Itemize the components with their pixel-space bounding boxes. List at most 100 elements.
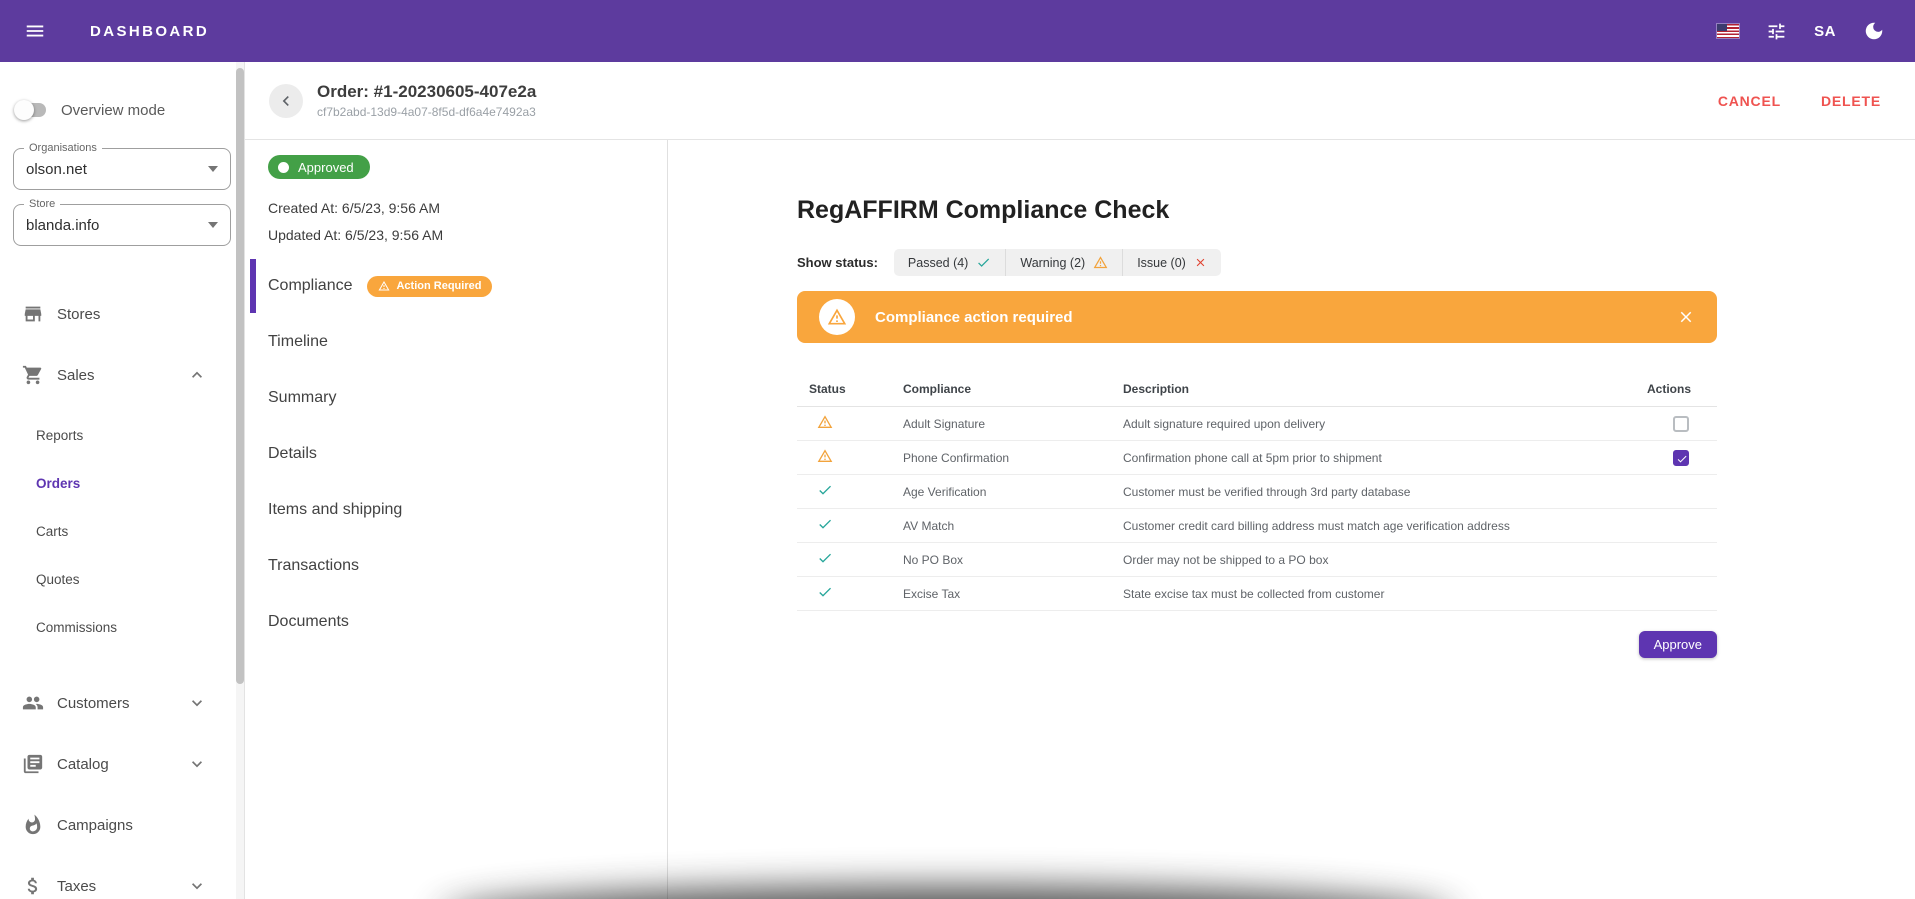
sidebar-item-taxes[interactable]: Taxes — [0, 858, 244, 899]
main-area: Order: #1-20230605-407e2a cf7b2abd-13d9-… — [245, 62, 1915, 899]
column-header-compliance: Compliance — [903, 376, 1123, 407]
store-select-value: blanda.info — [26, 216, 100, 234]
campaigns-icon — [25, 814, 41, 835]
compliance-description: Customer must be verified through 3rd pa… — [1123, 474, 1625, 509]
sidebar-item-label: Stores — [57, 305, 101, 323]
order-tabs: Compliance Action Required Timeline Summ… — [245, 258, 667, 650]
action-checkbox-checked[interactable] — [1673, 449, 1689, 466]
back-button[interactable] — [269, 83, 303, 118]
sidebar-item-carts[interactable]: Carts — [36, 523, 69, 539]
tab-summary[interactable]: Summary — [268, 389, 337, 406]
chevron-down-icon — [192, 700, 202, 707]
tab-transactions[interactable]: Transactions — [268, 557, 359, 574]
sales-subnav: Reports Orders Carts Quotes Commissions — [0, 411, 244, 651]
sidebar: Overview mode Organisations olson.net St… — [0, 62, 245, 899]
close-icon[interactable] — [1677, 308, 1695, 326]
sidebar-item-catalog[interactable]: Catalog — [0, 736, 244, 792]
check-icon — [819, 485, 831, 495]
user-menu-button[interactable]: SA — [1814, 22, 1836, 40]
status-badge-label: Approved — [298, 159, 354, 175]
sidebar-item-label: Sales — [57, 366, 95, 384]
compliance-title: RegAFFIRM Compliance Check — [797, 196, 1170, 224]
compliance-name: Phone Confirmation — [903, 440, 1123, 475]
alert-message: Compliance action required — [875, 308, 1073, 326]
compliance-alert: Compliance action required — [797, 291, 1717, 343]
sidebar-item-campaigns[interactable]: Campaigns — [0, 797, 244, 853]
filter-passed[interactable]: Passed (4) — [894, 249, 1005, 276]
sidebar-item-sales[interactable]: Sales — [0, 347, 244, 403]
status-badge: Approved — [268, 155, 370, 179]
overview-mode-label: Overview mode — [61, 101, 166, 119]
compliance-description: State excise tax must be collected from … — [1123, 576, 1625, 611]
order-panel: Approved Created At: 6/5/23, 9:56 AM Upd… — [245, 140, 668, 899]
table-row: Adult Signature Adult signature required… — [797, 406, 1717, 441]
cart-icon — [22, 365, 42, 385]
cancel-button[interactable]: CANCEL — [1717, 92, 1781, 109]
store-select[interactable]: Store blanda.info — [13, 198, 231, 246]
catalog-icon — [23, 754, 43, 774]
compliance-description: Confirmation phone call at 5pm prior to … — [1123, 440, 1625, 475]
us-flag-icon — [1717, 24, 1740, 38]
tab-compliance[interactable]: Compliance Action Required — [245, 258, 667, 314]
warning-triangle-icon — [378, 281, 390, 291]
chevron-down-icon — [208, 166, 218, 172]
sidebar-item-orders[interactable]: Orders — [36, 475, 81, 491]
filter-passed-label: Passed (4) — [907, 255, 969, 270]
tab-details[interactable]: Details — [268, 445, 317, 462]
status-dot-icon — [278, 161, 289, 173]
approve-button[interactable]: Approve — [1638, 631, 1717, 658]
customers-icon — [22, 696, 44, 710]
chevron-down-icon — [208, 222, 218, 228]
chevron-up-icon — [192, 371, 202, 378]
menu-icon[interactable] — [24, 20, 46, 42]
updated-at: Updated At: 6/5/23, 9:56 AM — [268, 227, 444, 243]
close-icon — [1196, 258, 1205, 267]
sidebar-item-customers[interactable]: Customers — [0, 675, 244, 731]
store-icon — [24, 306, 42, 322]
compliance-description: Customer credit card billing address mus… — [1123, 508, 1625, 543]
filter-warning[interactable]: Warning (2) — [1005, 249, 1122, 276]
sidebar-item-label: Customers — [57, 694, 130, 712]
sidebar-scrollbar-thumb[interactable] — [236, 68, 244, 684]
sidebar-item-label: Taxes — [57, 877, 97, 895]
filter-issue-label: Issue (0) — [1137, 255, 1186, 270]
language-us-flag-icon[interactable] — [1717, 24, 1740, 38]
sidebar-item-commissions[interactable]: Commissions — [36, 619, 118, 635]
filter-issue[interactable]: Issue (0) — [1122, 249, 1221, 276]
sidebar-item-stores[interactable]: Stores — [0, 286, 244, 342]
table-row: Age Verification Customer must be verifi… — [797, 474, 1717, 509]
warning-triangle-icon — [817, 449, 833, 462]
table-row: Excise Tax State excise tax must be coll… — [797, 576, 1717, 611]
delete-button[interactable]: DELETE — [1820, 92, 1881, 109]
organisations-select[interactable]: Organisations olson.net — [13, 142, 231, 190]
overview-mode-row: Overview mode — [14, 100, 244, 120]
warning-triangle-icon — [1093, 256, 1108, 269]
show-status-label: Show status: — [797, 255, 878, 270]
tab-label: Compliance — [268, 277, 353, 294]
sidebar-item-quotes[interactable]: Quotes — [36, 571, 80, 587]
chevron-left-icon — [282, 95, 289, 106]
status-filters: Show status: Passed (4) Warning (2) — [797, 249, 1717, 276]
column-header-actions: Actions — [1625, 376, 1717, 407]
sidebar-nav: Stores Sales Reports Orders Carts Quotes… — [0, 286, 244, 899]
tab-documents[interactable]: Documents — [268, 613, 349, 630]
tune-icon[interactable] — [1766, 21, 1787, 42]
action-checkbox-unchecked[interactable] — [1673, 415, 1689, 432]
compliance-description: Order may not be shipped to a PO box — [1123, 542, 1625, 577]
created-at: Created At: 6/5/23, 9:56 AM — [268, 200, 440, 216]
check-icon — [819, 519, 831, 529]
tab-timeline[interactable]: Timeline — [268, 333, 328, 350]
compliance-description: Adult signature required upon delivery — [1123, 406, 1625, 441]
order-header: Order: #1-20230605-407e2a cf7b2abd-13d9-… — [245, 62, 1915, 140]
tab-items-and-shipping[interactable]: Items and shipping — [268, 501, 403, 518]
check-icon — [819, 553, 831, 563]
warning-triangle-icon — [827, 308, 847, 325]
overview-mode-toggle[interactable] — [14, 100, 48, 120]
filter-warning-label: Warning (2) — [1020, 255, 1086, 270]
dark-mode-moon-icon[interactable] — [1863, 20, 1885, 42]
table-row: Phone Confirmation Confirmation phone ca… — [797, 440, 1717, 475]
compliance-table: Status Compliance Description Actions Ad… — [797, 376, 1717, 611]
alert-warning-icon — [819, 299, 855, 335]
sidebar-item-reports[interactable]: Reports — [36, 427, 84, 443]
